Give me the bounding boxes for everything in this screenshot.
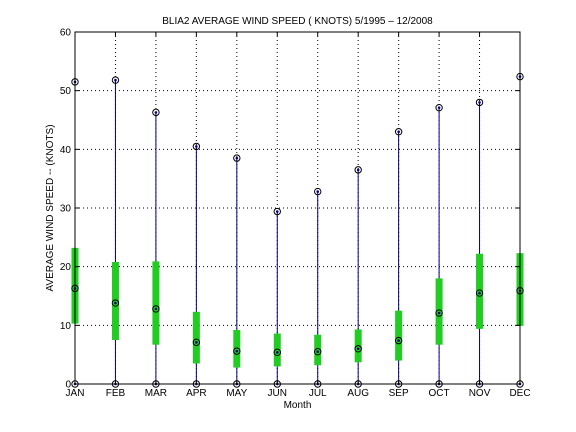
max-marker-aug [354,166,362,174]
median-point-feb [114,301,117,305]
box-jul [314,334,322,366]
box-sep [395,310,403,361]
median-point-mar [154,307,158,311]
x-tick-label-mar: MAR [145,388,167,399]
max-marker-may [233,154,241,162]
x-tick-label-sep: SEP [389,388,409,399]
y-tick-label: 10 [60,321,72,332]
box-jun [273,333,281,367]
max-marker-oct [435,103,443,112]
median-marker-oct [435,309,443,317]
max-point-mar [154,111,158,114]
box-nov [476,253,484,329]
median-point-jun [275,351,279,354]
axis-ticks: 0 10 20 30 40 50 60 JAN FEB MAR APR MAY JUN JUL AUG SEP… [60,28,531,400]
y-tick-label: 0 [65,380,71,391]
max-point-apr [195,145,198,148]
max-marker-jun [273,207,281,216]
chart-title: BLIA2 AVERAGE WIND SPEED ( KNOTS) 5/1995… [162,16,433,27]
plot-frame [74,31,521,385]
y-tick-label: 30 [60,204,72,215]
box-apr [192,311,200,364]
box-oct [435,278,443,345]
median-point-jul [316,350,320,354]
median-marker-jun [273,348,281,357]
box-mar [152,261,160,345]
box-feb [111,261,119,340]
median-marker-jul [314,348,322,356]
x-tick-label-apr: APR [186,388,207,399]
x-tick-label-jun: JUN [268,388,287,399]
median-marker-apr [192,338,201,347]
x-tick-label-may: MAY [226,388,247,399]
max-point-jun [275,210,279,213]
x-tick-label-oct: OCT [429,388,450,399]
y-tick-label: 50 [60,86,72,97]
max-point-feb [114,78,117,82]
y-tick-label: 40 [60,145,72,156]
max-marker-apr [192,142,201,151]
max-point-may [235,156,239,160]
max-marker-sep [394,128,403,136]
max-marker-mar [152,108,160,117]
median-marker-may [233,347,241,355]
median-point-nov [478,291,481,295]
x-tick-label-jan: JAN [66,388,85,399]
max-marker-feb [111,76,120,84]
max-point-oct [437,106,441,109]
box-may [233,330,241,368]
max-point-jul [316,190,320,193]
x-tick-label-feb: FEB [106,388,126,399]
y-tick-label: 60 [60,28,72,39]
max-point-sep [397,130,400,134]
x-tick-label-nov: NOV [469,388,491,399]
x-tick-label-jul: JUL [309,388,327,399]
x-tick-label-dec: DEC [509,388,530,399]
median-marker-nov [475,289,484,297]
median-marker-aug [354,345,362,353]
max-marker-nov [475,98,484,107]
grid [75,32,520,384]
median-point-may [235,349,239,353]
median-point-oct [437,311,441,315]
y-tick-label: 20 [60,262,72,273]
boxplot-marks [71,72,524,388]
max-point-aug [356,168,360,172]
max-point-nov [478,101,481,104]
median-point-aug [356,347,360,351]
median-marker-mar [152,305,160,313]
y-axis-label: AVERAGE WIND SPEED -- (KNOTS) [45,124,56,291]
x-tick-label-aug: AUG [347,388,369,399]
max-marker-jul [314,187,322,196]
median-marker-feb [111,299,120,307]
median-marker-sep [394,336,403,345]
median-point-sep [397,339,400,342]
x-axis-label: Month [284,400,312,411]
median-point-apr [195,341,198,344]
